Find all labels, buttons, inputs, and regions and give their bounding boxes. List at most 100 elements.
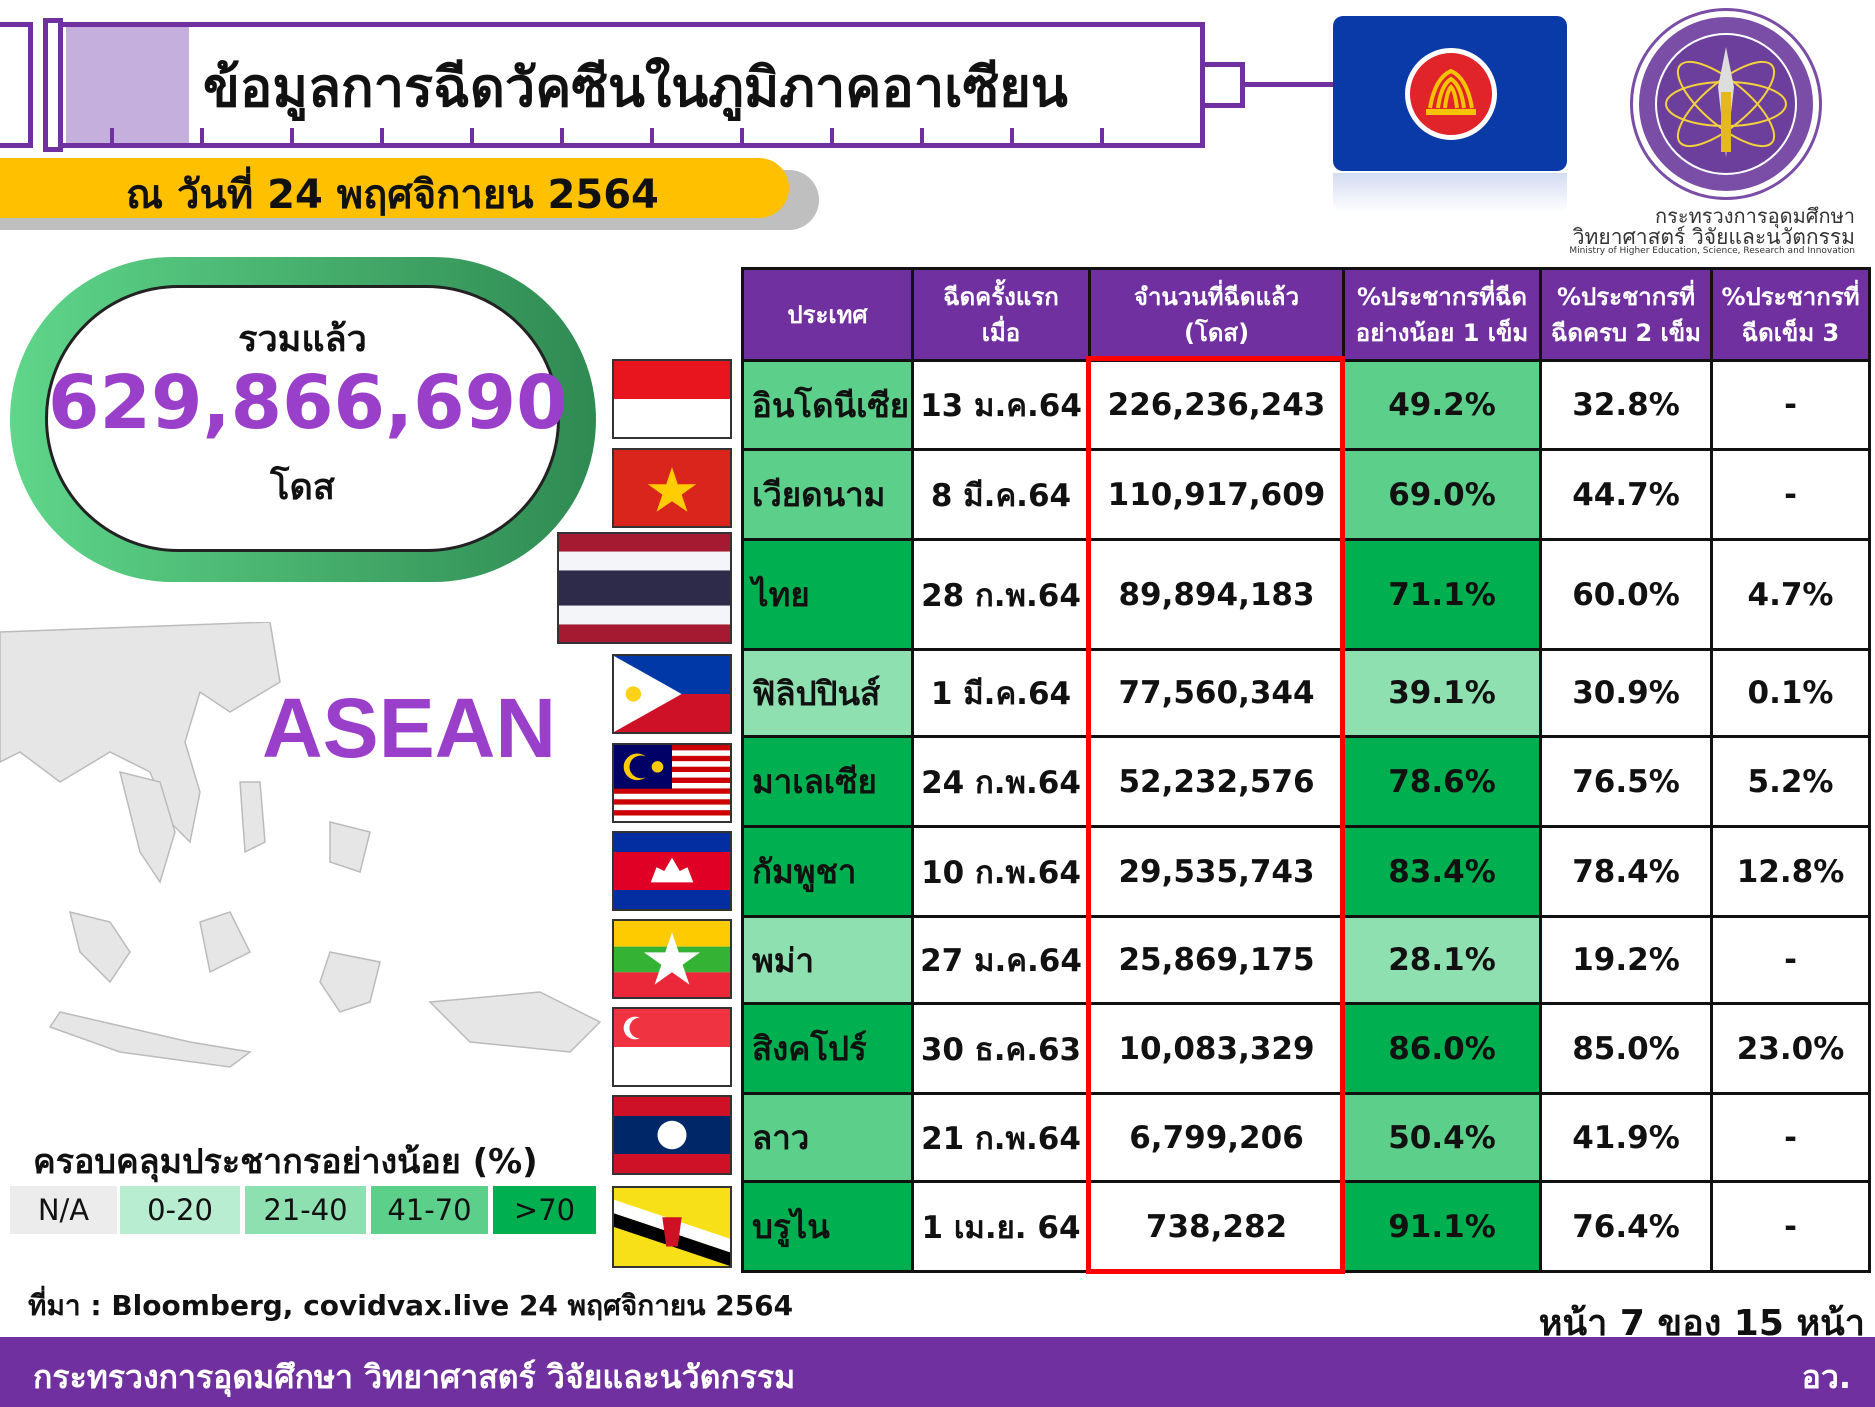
asean-label: ASEAN (262, 681, 557, 775)
cell-three: - (1710, 448, 1871, 541)
column-header: %ประชากรที่ฉีด อย่างน้อย 1 เข็ม (1342, 267, 1542, 362)
cell-country: ฟิลิปปินส์ (741, 648, 914, 738)
syringe-needle (1244, 82, 1334, 87)
cell-country: สิงคโปร์ (741, 1002, 914, 1095)
syringe-plunger (0, 22, 33, 148)
cell-first: 1 มี.ค.64 (911, 648, 1091, 738)
cell-one: 71.1% (1342, 538, 1542, 651)
table-header-row: ประเทศ ฉีดครั้งแรก เมื่อ จำนวนที่ฉีดแล้ว (… (741, 267, 1871, 362)
asean-emblem-icon (1405, 48, 1497, 140)
cell-two: 60.0% (1539, 538, 1713, 651)
table-row: ลาว 21 ก.พ.64 6,799,206 50.4% 41.9% - (741, 1092, 1871, 1183)
table-row: พม่า 27 ม.ค.64 25,869,175 28.1% 19.2% - (741, 915, 1871, 1005)
syringe-tick (470, 128, 474, 143)
page-title: ข้อมูลการฉีดวัคซีนในภูมิภาคอาเซียน (203, 56, 1068, 119)
cell-three: - (1710, 1180, 1871, 1273)
cell-first: 24 ก.พ.64 (911, 735, 1091, 828)
total-card: รวมแล้ว 629,866,690 โดส (45, 285, 568, 552)
cell-two: 85.0% (1539, 1002, 1713, 1095)
cell-one: 49.2% (1342, 359, 1542, 451)
ministry-logo (1633, 11, 1819, 197)
cell-first: 27 ม.ค.64 (911, 915, 1091, 1005)
logo-text-en: Ministry of Higher Education, Science, R… (1569, 246, 1855, 256)
table-row: กัมพูชา 10 ก.พ.64 29,535,743 83.4% 78.4% 12.8… (741, 825, 1871, 918)
syringe-tick (290, 128, 294, 143)
syringe-tick (650, 128, 654, 143)
column-header: %ประชากรที่ ฉีดครบ 2 เข็ม (1539, 267, 1713, 362)
column-header: ฉีดครั้งแรก เมื่อ (911, 267, 1091, 362)
legend-title: ครอบคลุมประชากรอย่างน้อย (%) (33, 1142, 538, 1182)
column-header: %ประชากรที่ ฉีดเข็ม 3 (1710, 267, 1871, 362)
cell-three: 23.0% (1710, 1002, 1871, 1095)
flag-myanmar-icon (612, 919, 732, 999)
flag-indonesia-icon (612, 359, 732, 439)
cell-one: 78.6% (1342, 735, 1542, 828)
table-row: ฟิลิปปินส์ 1 มี.ค.64 77,560,344 39.1% 30.9% 0… (741, 648, 1871, 738)
syringe-tick (830, 128, 834, 143)
cell-two: 19.2% (1539, 915, 1713, 1005)
cell-doses: 52,232,576 (1088, 735, 1345, 828)
syringe-tick (380, 128, 384, 143)
cell-two: 41.9% (1539, 1092, 1713, 1183)
doses-highlight-box (1086, 356, 1345, 1274)
cell-two: 76.5% (1539, 735, 1713, 828)
table-row: สิงคโปร์ 30 ธ.ค.63 10,083,329 86.0% 85.0% 23.… (741, 1002, 1871, 1095)
cell-first: 8 มี.ค.64 (911, 448, 1091, 541)
flag-philippines-icon (612, 654, 732, 734)
cell-three: - (1710, 359, 1871, 451)
legend-item: 41-70 (371, 1186, 488, 1234)
cell-two: 78.4% (1539, 825, 1713, 918)
logo-text-th-1: กระทรวงการอุดมศึกษา (1655, 204, 1855, 228)
footer-ministry: กระทรวงการอุดมศึกษา วิทยาศาสตร์ วิจัยและ… (33, 1358, 796, 1396)
flag-cambodia-icon (612, 831, 732, 911)
cell-one: 83.4% (1342, 825, 1542, 918)
cell-doses: 89,894,183 (1088, 538, 1345, 651)
cell-two: 76.4% (1539, 1180, 1713, 1273)
cell-doses: 25,869,175 (1088, 915, 1345, 1005)
syringe-tick (1010, 128, 1014, 143)
footer-abbr: อว. (1801, 1358, 1851, 1396)
cell-one: 91.1% (1342, 1180, 1542, 1273)
flag-brunei-icon (612, 1186, 732, 1268)
cell-first: 28 ก.พ.64 (911, 538, 1091, 651)
cell-two: 30.9% (1539, 648, 1713, 738)
table-row: อินโดนีเซีย 13 ม.ค.64 226,236,243 49.2% 32.8… (741, 359, 1871, 451)
cell-country: เวียดนาม (741, 448, 914, 541)
cell-three: 4.7% (1710, 538, 1871, 651)
column-header: จำนวนที่ฉีดแล้ว (โดส) (1088, 267, 1345, 362)
vaccination-table: ประเทศ ฉีดครั้งแรก เมื่อ จำนวนที่ฉีดแล้ว (… (741, 267, 1871, 1273)
syringe-tick (110, 128, 114, 143)
syringe-tick (1100, 128, 1104, 143)
total-label: รวมแล้ว (238, 319, 367, 360)
column-header: ประเทศ (741, 267, 914, 362)
flag-thailand-icon (557, 532, 732, 644)
footer-bar (0, 1337, 1875, 1407)
cell-three: 12.8% (1710, 825, 1871, 918)
cell-two: 44.7% (1539, 448, 1713, 541)
cell-country: ไทย (741, 538, 914, 651)
flag-laos-icon (612, 1095, 732, 1175)
flag-malaysia-icon (612, 743, 732, 823)
date-text: ณ วันที่ 24 พฤศจิกายน 2564 (126, 172, 659, 218)
legend-item: 0-20 (120, 1186, 240, 1234)
syringe-tick (560, 128, 564, 143)
cell-three: 5.2% (1710, 735, 1871, 828)
logo-text-th-2: วิทยาศาสตร์ วิจัยและนวัตกรรม (1572, 225, 1855, 249)
flag-reflection (1333, 173, 1567, 213)
cell-one: 39.1% (1342, 648, 1542, 738)
syringe-tick (200, 128, 204, 143)
legend-item: 21-40 (245, 1186, 366, 1234)
syringe-banner (48, 22, 1205, 148)
cell-first: 30 ธ.ค.63 (911, 1002, 1091, 1095)
syringe-fill (66, 27, 189, 143)
cell-first: 10 ก.พ.64 (911, 825, 1091, 918)
cell-three: - (1710, 1092, 1871, 1183)
table-row: ไทย 28 ก.พ.64 89,894,183 71.1% 60.0% 4.7% (741, 538, 1871, 651)
table-row: บรูไน 1 เม.ย. 64 738,282 91.1% 76.4% - (741, 1180, 1871, 1273)
table-row: มาเลเซีย 24 ก.พ.64 52,232,576 78.6% 76.5% 5.2… (741, 735, 1871, 828)
cell-first: 1 เม.ย. 64 (911, 1180, 1091, 1273)
cell-one: 86.0% (1342, 1002, 1542, 1095)
syringe-tick (740, 128, 744, 143)
cell-three: 0.1% (1710, 648, 1871, 738)
cell-doses: 6,799,206 (1088, 1092, 1345, 1183)
